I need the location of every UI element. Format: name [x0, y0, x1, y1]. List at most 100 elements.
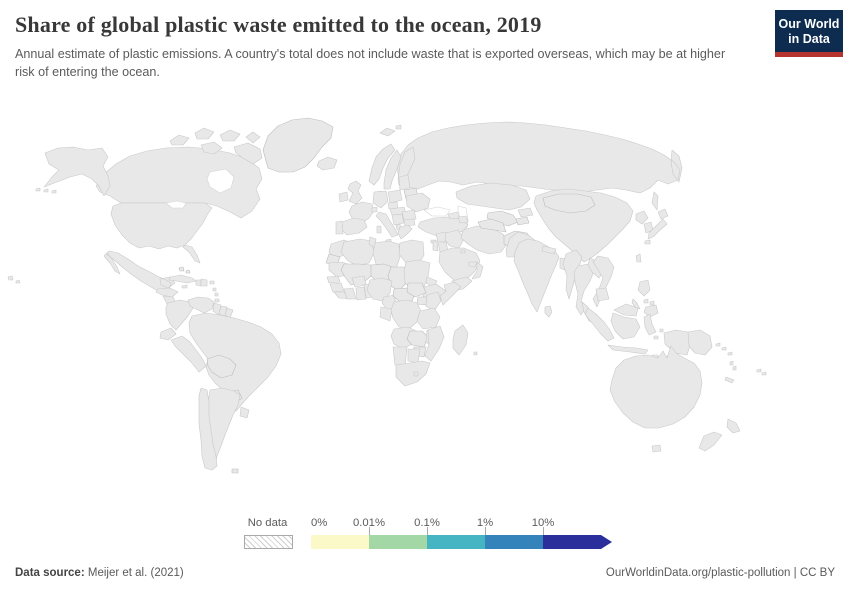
country-oman[interactable]	[471, 261, 484, 280]
country-bulgaria[interactable]	[403, 218, 416, 227]
country-philippines[interactable]	[631, 279, 659, 318]
country-tanzania[interactable]	[416, 307, 441, 330]
country-saudi-arabia[interactable]	[438, 247, 481, 282]
country-canadian-arctic[interactable]	[169, 127, 263, 165]
country-kyrgyzstan[interactable]	[517, 207, 534, 218]
country-trinidad[interactable]	[214, 298, 220, 303]
country-japan[interactable]	[644, 208, 669, 245]
country-mongolia[interactable]	[542, 193, 596, 214]
country-mozambique[interactable]	[424, 325, 445, 362]
country-dominican-republic[interactable]	[200, 278, 208, 287]
country-bolivia[interactable]	[206, 354, 237, 379]
country-fiji[interactable]	[756, 368, 767, 376]
country-azerbaijan[interactable]	[457, 215, 469, 224]
legend-tick-label-0.01pct: 0.01%	[352, 517, 386, 529]
country-nepal[interactable]	[541, 245, 557, 255]
country-baltic-states[interactable]	[398, 174, 411, 191]
country-venezuela[interactable]	[187, 296, 215, 314]
legend-no-data-swatch[interactable]	[244, 535, 293, 549]
country-myanmar[interactable]	[562, 249, 583, 300]
country-norway[interactable]	[368, 143, 396, 186]
country-north-korea[interactable]	[635, 210, 649, 225]
country-south-africa[interactable]	[395, 360, 431, 387]
legend-color-bar[interactable]	[311, 535, 612, 549]
country-haiti[interactable]	[195, 279, 202, 287]
country-russia[interactable]	[396, 121, 683, 211]
legend-segment-10+[interactable]	[543, 535, 601, 549]
country-ghana[interactable]	[355, 286, 367, 301]
country-turkmenistan[interactable]	[477, 218, 507, 233]
country-chad[interactable]	[387, 266, 410, 292]
country-taiwan[interactable]	[635, 253, 642, 263]
country-alaska[interactable]	[35, 146, 111, 197]
legend-segment-0.01-0.1[interactable]	[369, 535, 427, 549]
country-mauritius[interactable]	[473, 351, 478, 356]
country-greenland[interactable]	[262, 117, 334, 173]
country-poland[interactable]	[387, 189, 403, 204]
country-jamaica[interactable]	[181, 284, 188, 289]
country-guinea[interactable]	[329, 282, 345, 293]
country-new-zealand[interactable]	[698, 418, 741, 452]
country-tajikistan[interactable]	[515, 216, 530, 226]
country-united-kingdom[interactable]	[347, 180, 363, 205]
country-cambodia[interactable]	[595, 287, 610, 302]
country-kazakhstan[interactable]	[455, 182, 531, 211]
country-uruguay[interactable]	[239, 406, 250, 419]
country-brazil[interactable]	[188, 312, 282, 414]
country-algeria[interactable]	[340, 238, 375, 267]
country-madagascar[interactable]	[452, 324, 469, 356]
country-senegal[interactable]	[326, 275, 341, 284]
country-hawaii[interactable]	[7, 275, 21, 284]
country-portugal[interactable]	[335, 220, 344, 235]
country-iraq[interactable]	[444, 229, 465, 249]
country-gabon-congo[interactable]	[379, 306, 393, 322]
country-falkland-islands[interactable]	[231, 468, 239, 474]
country-bahamas[interactable]	[178, 266, 191, 274]
country-ukraine[interactable]	[405, 192, 431, 213]
country-somalia[interactable]	[439, 281, 462, 306]
country-south-sudan[interactable]	[406, 282, 427, 298]
country-kenya[interactable]	[425, 291, 442, 312]
country-chile[interactable]	[198, 387, 218, 471]
country-uae-qatar[interactable]	[468, 261, 478, 268]
country-ireland[interactable]	[338, 191, 349, 203]
country-guatemala-honduras[interactable]	[155, 287, 179, 298]
country-switzerland[interactable]	[371, 206, 378, 213]
country-dr-congo[interactable]	[390, 299, 422, 330]
country-israel[interactable]	[432, 240, 439, 252]
country-united-states[interactable]	[110, 202, 213, 264]
country-lesser-antilles[interactable]	[212, 287, 219, 297]
country-ecuador[interactable]	[159, 327, 177, 341]
country-romania[interactable]	[401, 209, 417, 221]
country-egypt[interactable]	[398, 239, 425, 266]
country-botswana[interactable]	[407, 348, 421, 364]
country-iceland[interactable]	[316, 156, 338, 171]
country-new-caledonia[interactable]	[724, 376, 735, 384]
country-svalbard[interactable]	[379, 124, 402, 137]
country-ivory-coast[interactable]	[343, 287, 357, 300]
country-sri-lanka[interactable]	[544, 305, 553, 318]
country-vanuatu[interactable]	[729, 360, 737, 371]
country-solomon-islands[interactable]	[715, 342, 733, 356]
country-spain[interactable]	[339, 217, 368, 236]
country-germany[interactable]	[372, 190, 389, 209]
country-uzbekistan[interactable]	[486, 210, 519, 227]
country-uganda[interactable]	[416, 296, 428, 306]
owid-logo[interactable]: Our World in Data	[775, 10, 843, 57]
legend-segment-1-10[interactable]	[485, 535, 543, 549]
legend-segment-0-0.01[interactable]	[311, 535, 369, 549]
legend-segment-0.1-1[interactable]	[427, 535, 485, 549]
country-cuba[interactable]	[168, 274, 197, 284]
country-papua-new-guinea[interactable]	[687, 329, 713, 356]
country-serbia-balkans[interactable]	[391, 213, 405, 226]
country-sweden[interactable]	[383, 149, 402, 190]
country-lesotho[interactable]	[413, 371, 419, 377]
footer-link[interactable]: OurWorldinData.org/plastic-pollution	[605, 567, 791, 579]
country-australia[interactable]	[609, 345, 703, 453]
country-colombia[interactable]	[165, 299, 194, 331]
country-kuwait[interactable]	[460, 249, 466, 254]
country-india[interactable]	[513, 238, 560, 313]
country-mexico[interactable]	[103, 250, 176, 293]
country-puerto-rico[interactable]	[209, 280, 215, 285]
